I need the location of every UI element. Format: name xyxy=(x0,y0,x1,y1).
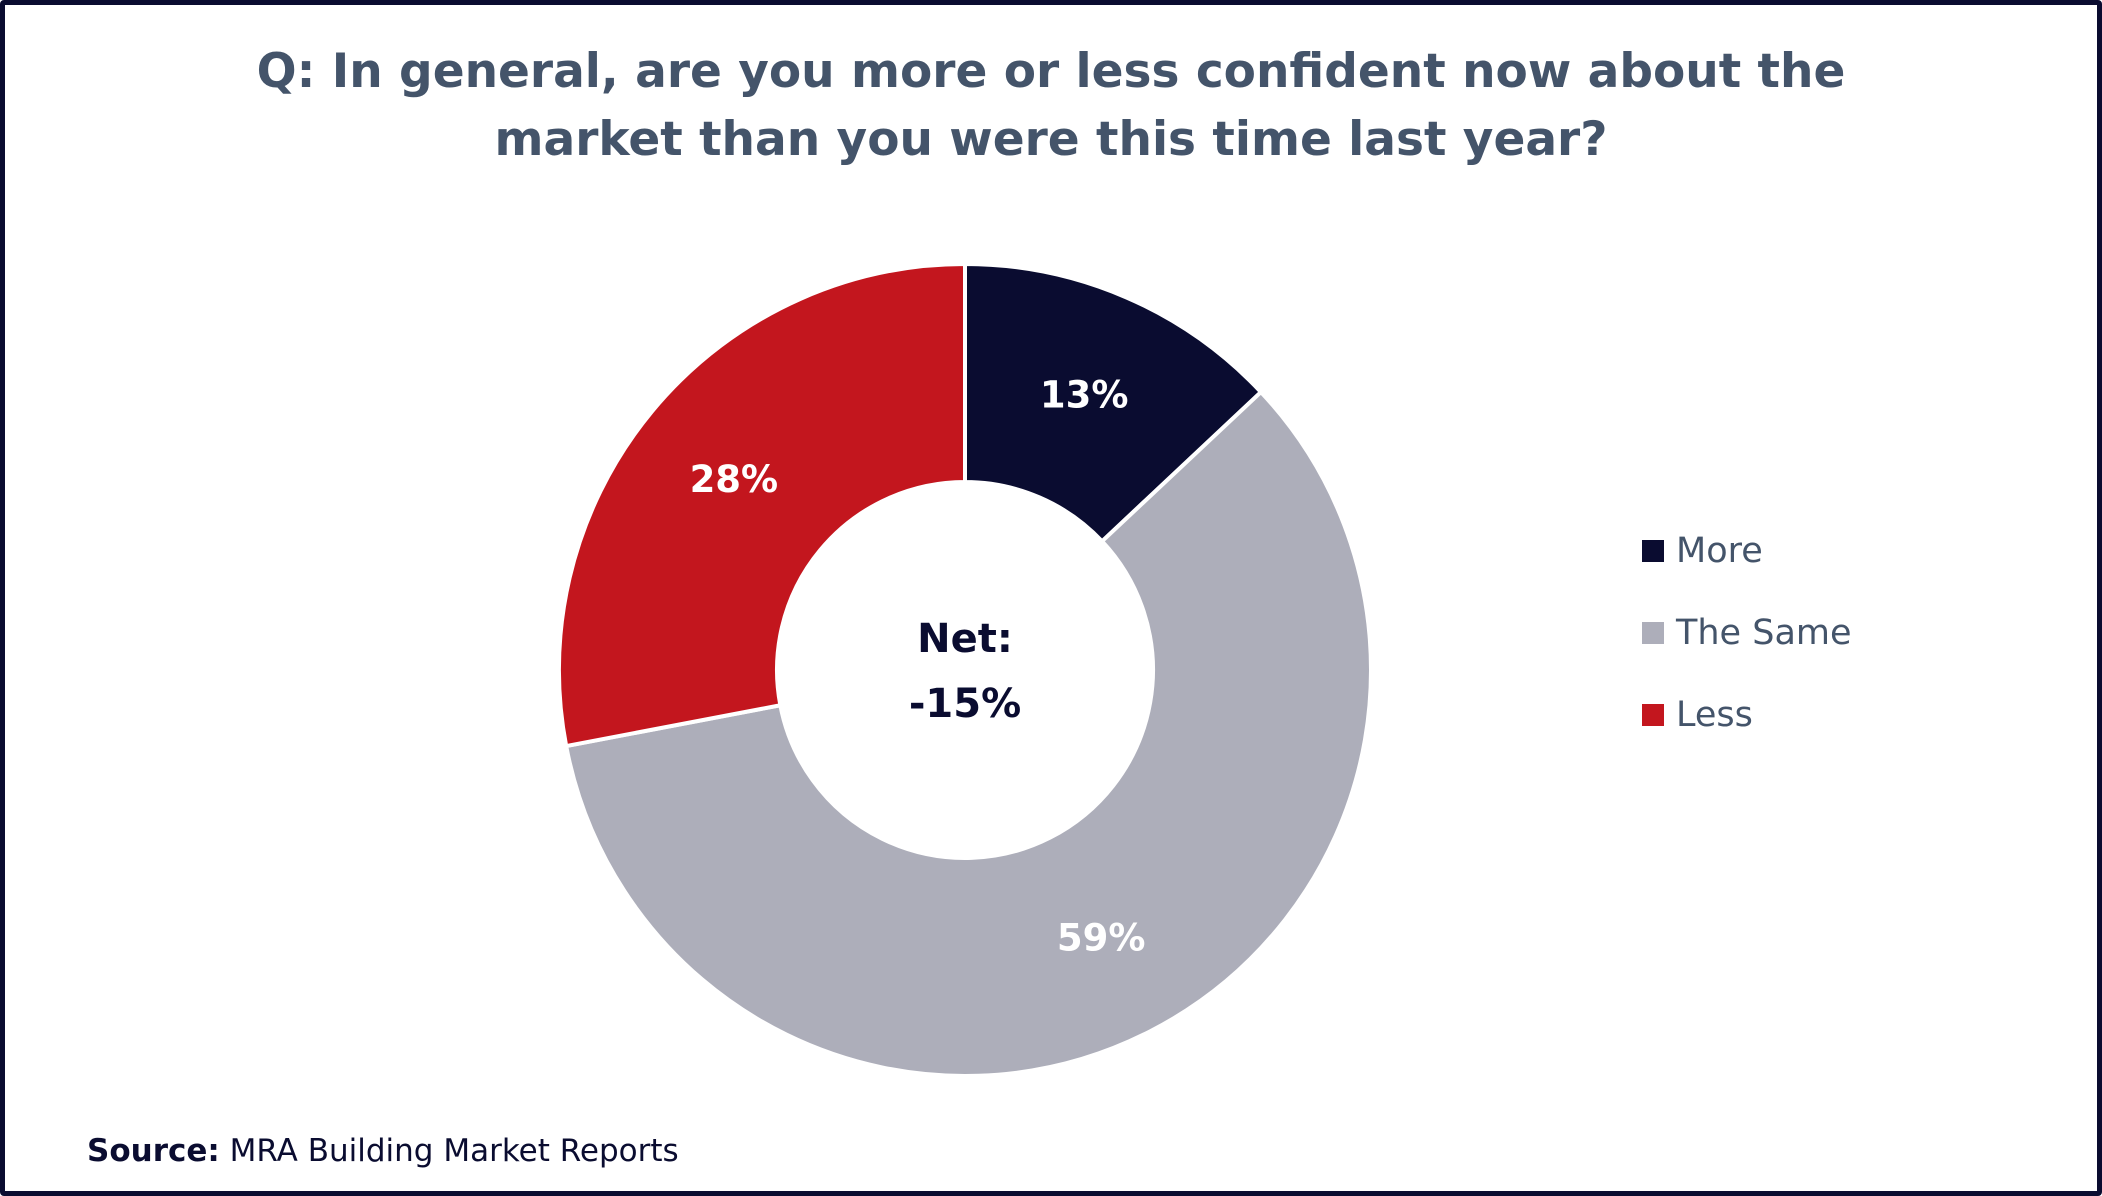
legend-swatch xyxy=(1642,622,1664,644)
legend: More The Same Less xyxy=(1642,496,1852,770)
legend-item-more: More xyxy=(1642,496,1852,606)
legend-label: Less xyxy=(1676,695,1753,735)
center-label-title: Net: xyxy=(917,616,1013,662)
data-label: 59% xyxy=(1057,916,1146,959)
legend-item-the-same: The Same xyxy=(1642,578,1852,688)
legend-item-less: Less xyxy=(1642,660,1852,770)
title-line-1: Q: In general, are you more or less conf… xyxy=(256,44,1846,99)
source-text: MRA Building Market Reports xyxy=(229,1133,679,1169)
legend-label: More xyxy=(1676,531,1763,571)
source-label: Source: xyxy=(87,1133,220,1169)
source-note: Source: MRA Building Market Reports xyxy=(87,1133,679,1169)
center-label-value: -15% xyxy=(909,681,1021,727)
data-label: 13% xyxy=(1040,374,1129,417)
donut-slice-less xyxy=(557,261,967,749)
donut-slice-more xyxy=(963,261,1264,545)
chart-title: Q: In general, are you more or less conf… xyxy=(0,38,2102,174)
donut-slice-the-same xyxy=(563,389,1373,1078)
data-label: 28% xyxy=(690,458,779,501)
title-line-2: market than you were this time last year… xyxy=(494,112,1608,167)
legend-label: The Same xyxy=(1676,613,1852,653)
legend-swatch xyxy=(1642,704,1664,726)
legend-swatch xyxy=(1642,540,1664,562)
